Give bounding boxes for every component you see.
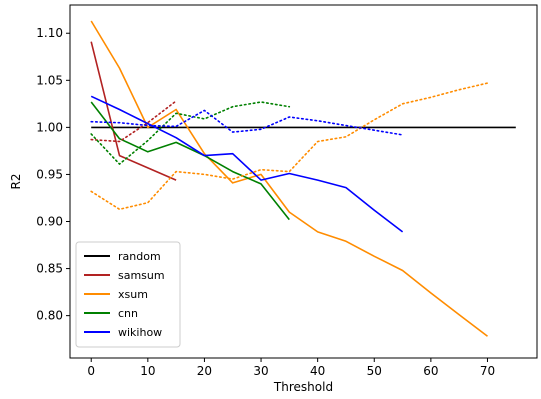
x-tick-label: 70 (480, 364, 495, 378)
x-tick-label: 0 (87, 364, 95, 378)
series-line-dotted-5 (90, 100, 177, 143)
plot-frame (69, 4, 538, 359)
y-tick-label: 0.95 (36, 167, 63, 181)
y-tick-label: 0.85 (36, 262, 63, 276)
x-tick-label: 30 (253, 364, 268, 378)
x-tick-label: 50 (367, 364, 382, 378)
series-line-dotted-7 (90, 101, 291, 165)
series-line-xsum (90, 20, 488, 337)
y-tick-label: 1.05 (36, 73, 63, 87)
legend-label: cnn (118, 307, 138, 320)
y-tick-label: 0.80 (36, 309, 63, 323)
series-line-cnn (90, 101, 290, 221)
x-axis-label: Threshold (273, 380, 333, 394)
y-tick-label: 1.10 (36, 26, 63, 40)
legend-label: wikihow (118, 326, 162, 339)
x-tick-label: 60 (423, 364, 438, 378)
series-line-samsum (90, 41, 177, 181)
x-tick-label: 20 (197, 364, 212, 378)
y-tick-label: 0.90 (36, 215, 63, 229)
legend-box (75, 241, 181, 348)
x-axis: 0 10 20 30 40 50 60 70 (87, 358, 495, 378)
plot-lines (90, 20, 516, 337)
x-tick-label: 10 (140, 364, 155, 378)
y-axis: 0.80 0.85 0.90 0.95 1.00 1.05 1.10 (36, 26, 70, 323)
series-line-wikihow (90, 95, 404, 233)
x-tick-label: 40 (310, 364, 325, 378)
legend-label: random (118, 250, 161, 263)
legend: random samsum xsum cnn wikihow (75, 241, 181, 348)
legend-label: xsum (118, 288, 148, 301)
series-line-dotted-6 (90, 82, 489, 211)
legend-label: samsum (118, 269, 165, 282)
y-axis-label: R2 (9, 174, 23, 190)
series-line-dotted-8 (90, 109, 404, 136)
y-tick-label: 1.00 (36, 120, 63, 134)
